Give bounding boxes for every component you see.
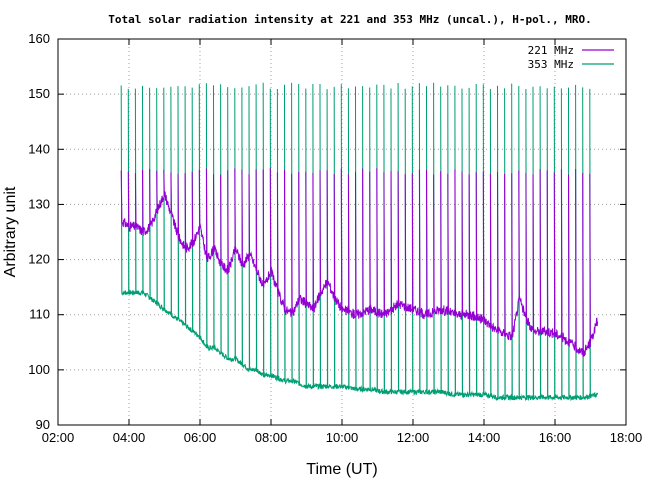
legend: 221 MHz 353 MHz [528,44,614,71]
series-221mhz-line [120,168,599,358]
y-tick-label: 90 [36,417,50,432]
y-tick-label: 130 [28,196,50,211]
x-tick-label: 18:00 [610,430,643,445]
y-tick-label: 150 [28,86,50,101]
x-tick-label: 08:00 [255,430,288,445]
series-353mhz [120,82,599,402]
x-tick-label: 02:00 [42,430,75,445]
series-221mhz [120,168,599,358]
series-353mhz-line [120,82,599,402]
y-axis: 90 100 110 120 130 140 150 160 [28,31,626,432]
x-tick-label: 10:00 [326,430,359,445]
x-tick-label: 14:00 [468,430,501,445]
chart-title: Total solar radiation intensity at 221 a… [108,13,591,26]
x-tick-label: 12:00 [397,430,430,445]
y-tick-label: 140 [28,141,50,156]
y-tick-label: 100 [28,362,50,377]
legend-label-353: 353 MHz [528,58,574,71]
legend-label-221: 221 MHz [528,44,574,57]
x-axis: 02:00 04:00 06:00 08:00 10:00 12:00 14:00 16:00… [42,39,643,445]
x-axis-label: Time (UT) [306,461,377,478]
x-tick-label: 16:00 [539,430,572,445]
x-tick-label: 06:00 [184,430,217,445]
y-tick-label: 120 [28,252,50,267]
y-tick-label: 160 [28,31,50,46]
x-tick-label: 04:00 [113,430,146,445]
y-tick-label: 110 [29,307,50,322]
y-axis-label: Arbitrary unit [2,186,19,277]
